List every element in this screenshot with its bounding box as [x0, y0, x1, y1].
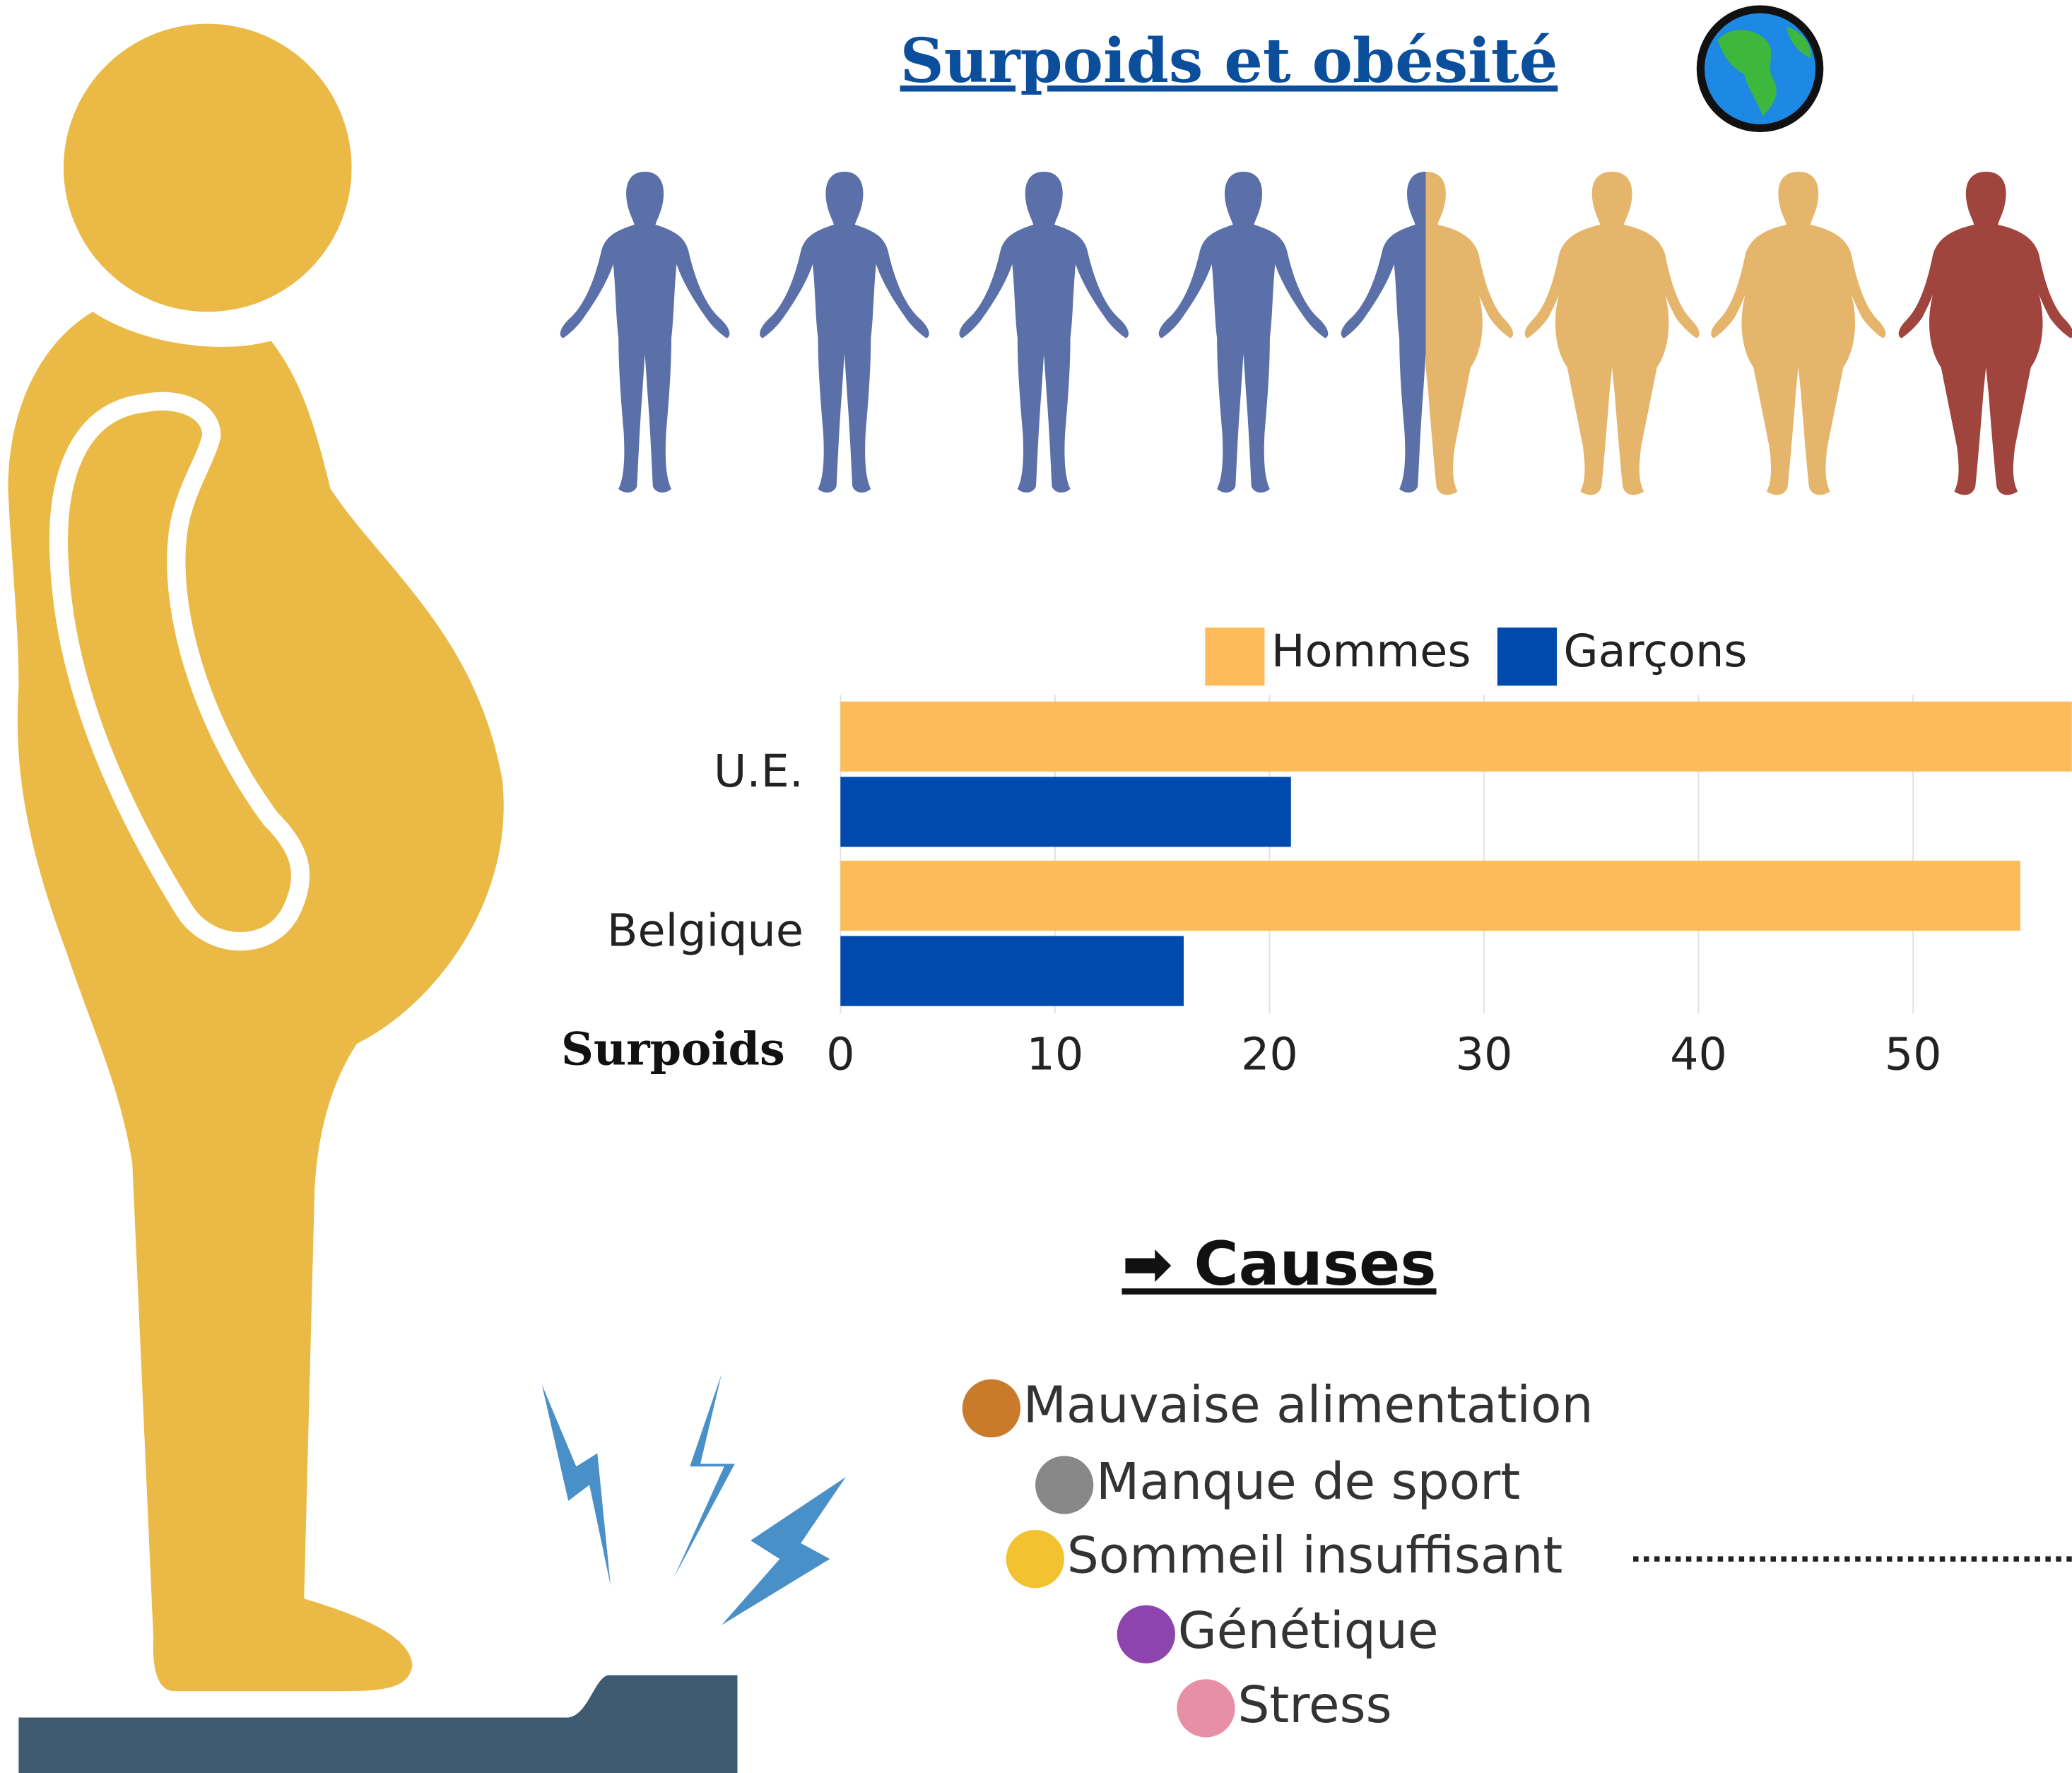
causes: ➡ Causes Mauvaise alimentation Manque de … [963, 1229, 2072, 1737]
bar-chart: 0 10 20 30 40 50 Surpoids U.E. Belgique Hommes Gar… [561, 625, 2072, 1080]
x-tick-label: 20 [1241, 1027, 1298, 1080]
infographic: Surpoids et obésité 0 10 20 30 40 50 Surpoids U… [0, 0, 2072, 1773]
x-tick-label: 0 [826, 1027, 854, 1080]
cause-item: Manque de sport [1096, 1452, 1520, 1511]
legend-swatch [1205, 628, 1264, 685]
cause-icon [1177, 1679, 1235, 1737]
legend-label: Hommes [1271, 625, 1471, 677]
bar [840, 936, 1184, 1006]
globe [1697, 5, 1823, 131]
lightning [542, 1384, 611, 1585]
page: {"title": "Surpoids et obésité", "chart_… [0, 0, 2072, 1773]
x-tick-label: 40 [1670, 1027, 1727, 1080]
x-tick-label: 10 [1026, 1027, 1083, 1080]
y-tick-label: U.E. [714, 745, 804, 797]
plot-area [840, 702, 2072, 1006]
x-tick-label: 30 [1456, 1027, 1513, 1080]
bar [840, 702, 2072, 772]
legend-swatch [1497, 628, 1557, 685]
silhouettes [560, 172, 2072, 495]
bar [840, 861, 2020, 931]
lightning [722, 1477, 846, 1625]
cause-icon [1035, 1456, 1093, 1514]
legend-label: Garçons [1563, 625, 1747, 677]
bar [840, 777, 1290, 847]
cause-item: Génétique [1178, 1601, 1439, 1660]
person-head [64, 24, 352, 312]
cause-item: Sommeil insuffisant [1067, 1526, 1563, 1585]
person-body [8, 312, 503, 1691]
x-axis-label: Surpoids [561, 1023, 785, 1076]
lightning [674, 1374, 735, 1577]
cause-icon [1117, 1606, 1175, 1663]
cause-item: Stress [1237, 1675, 1391, 1734]
causes-title: ➡ Causes [1122, 1229, 1436, 1300]
title: Surpoids et obésité [900, 25, 1558, 97]
cause-icon [963, 1379, 1020, 1437]
cause-item: Mauvaise alimentation [1023, 1376, 1594, 1435]
scale [18, 1675, 737, 1773]
y-tick-label: Belgique [607, 904, 804, 956]
x-tick-label: 50 [1885, 1027, 1942, 1080]
cause-icon [1006, 1530, 1064, 1588]
person-illustration [8, 24, 845, 1773]
